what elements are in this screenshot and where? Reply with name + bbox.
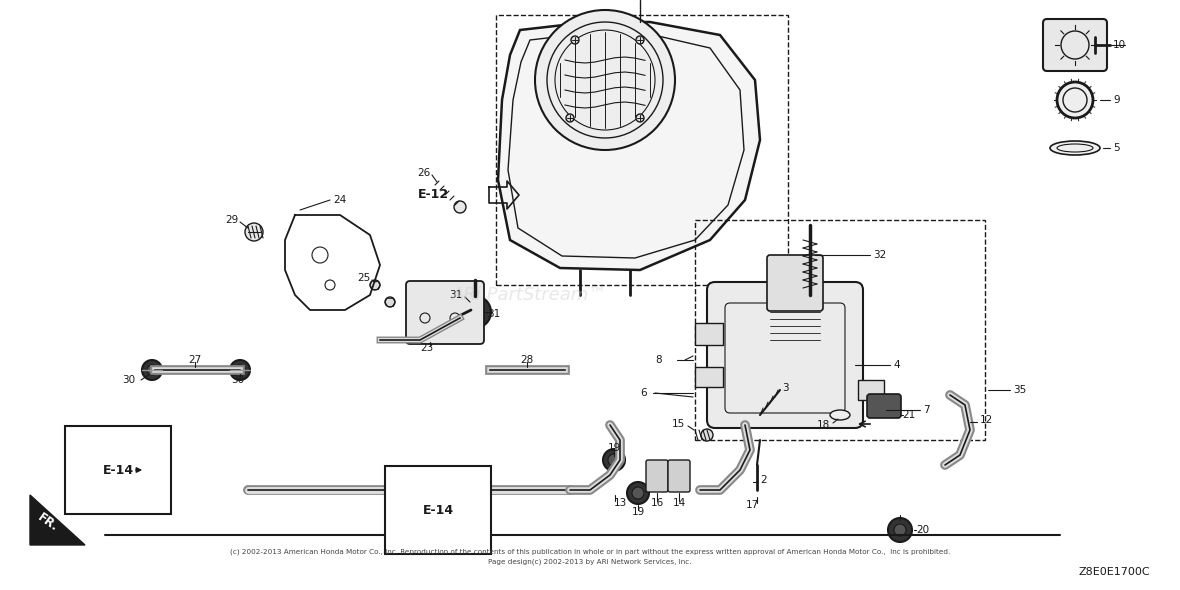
Ellipse shape [1050, 141, 1100, 155]
Text: 32: 32 [873, 250, 886, 260]
Circle shape [571, 36, 579, 44]
Circle shape [636, 114, 644, 122]
Text: 31: 31 [487, 309, 500, 319]
Bar [496, 15, 788, 285]
Circle shape [148, 365, 157, 375]
Text: E-12: E-12 [418, 188, 450, 202]
Circle shape [142, 360, 162, 380]
Text: 31: 31 [448, 290, 463, 300]
Text: E-14: E-14 [103, 464, 133, 477]
Text: 17: 17 [746, 500, 759, 510]
Text: 23: 23 [420, 343, 433, 353]
Circle shape [889, 518, 912, 542]
Circle shape [235, 365, 245, 375]
Circle shape [1057, 82, 1093, 118]
Text: 6: 6 [640, 388, 647, 398]
Text: 14: 14 [673, 498, 686, 508]
FancyBboxPatch shape [1043, 19, 1107, 71]
Circle shape [627, 482, 649, 504]
Text: 35: 35 [1012, 385, 1027, 395]
Circle shape [535, 10, 675, 150]
Circle shape [454, 201, 466, 213]
Circle shape [608, 454, 620, 466]
Bar [695, 323, 723, 345]
Circle shape [467, 304, 483, 320]
FancyBboxPatch shape [645, 460, 668, 492]
Circle shape [894, 524, 906, 536]
Circle shape [385, 297, 395, 307]
Text: 8: 8 [655, 355, 662, 365]
FancyBboxPatch shape [767, 255, 822, 311]
Text: 28: 28 [520, 355, 533, 365]
Text: 19: 19 [608, 443, 621, 453]
Text: 25: 25 [356, 273, 371, 283]
Text: E-14: E-14 [422, 503, 453, 516]
Text: 1: 1 [387, 498, 393, 508]
Text: 20: 20 [916, 525, 929, 535]
Text: ARi PartStream™: ARi PartStream™ [452, 286, 608, 304]
Text: 18: 18 [817, 420, 830, 430]
Polygon shape [30, 495, 85, 545]
FancyBboxPatch shape [668, 460, 690, 492]
Text: Page design(c) 2002-2013 by ARi Network Services, Inc.: Page design(c) 2002-2013 by ARi Network … [489, 559, 691, 565]
Bar [695, 220, 985, 440]
Text: 29: 29 [225, 215, 238, 225]
FancyBboxPatch shape [867, 394, 902, 418]
Circle shape [632, 487, 644, 499]
Text: 27: 27 [189, 355, 202, 365]
Text: FR.: FR. [35, 510, 60, 533]
Text: 30: 30 [122, 375, 135, 385]
Text: 3: 3 [782, 383, 788, 393]
Text: 30: 30 [231, 375, 244, 385]
Circle shape [459, 296, 491, 328]
Circle shape [701, 429, 713, 441]
Bar [858, 380, 884, 400]
Circle shape [566, 487, 573, 493]
Text: 15: 15 [671, 419, 686, 429]
Text: 7: 7 [923, 405, 930, 415]
Circle shape [636, 36, 644, 44]
Text: 26: 26 [417, 168, 430, 178]
Text: 24: 24 [333, 195, 346, 205]
Bar [695, 367, 723, 387]
PathPatch shape [498, 22, 760, 270]
FancyBboxPatch shape [406, 281, 484, 344]
FancyBboxPatch shape [707, 282, 863, 428]
Text: 4: 4 [893, 360, 899, 370]
Text: Z8E0E1700C: Z8E0E1700C [1079, 567, 1150, 577]
Text: 12: 12 [981, 415, 994, 425]
Text: 10: 10 [1113, 40, 1126, 50]
Ellipse shape [830, 410, 850, 420]
Circle shape [230, 360, 250, 380]
Text: 13: 13 [614, 498, 627, 508]
Circle shape [603, 449, 625, 471]
Text: (c) 2002-2013 American Honda Motor Co., Inc. Reproduction of the contents of thi: (c) 2002-2013 American Honda Motor Co., … [230, 549, 950, 555]
Text: 19: 19 [631, 507, 644, 517]
Text: 5: 5 [1113, 143, 1120, 153]
Circle shape [244, 487, 251, 493]
Circle shape [245, 223, 263, 241]
Text: 16: 16 [650, 498, 663, 508]
Circle shape [371, 280, 380, 290]
Text: 9: 9 [1113, 95, 1120, 105]
Text: 21: 21 [902, 410, 916, 420]
Circle shape [566, 114, 573, 122]
Text: 2: 2 [760, 475, 767, 485]
